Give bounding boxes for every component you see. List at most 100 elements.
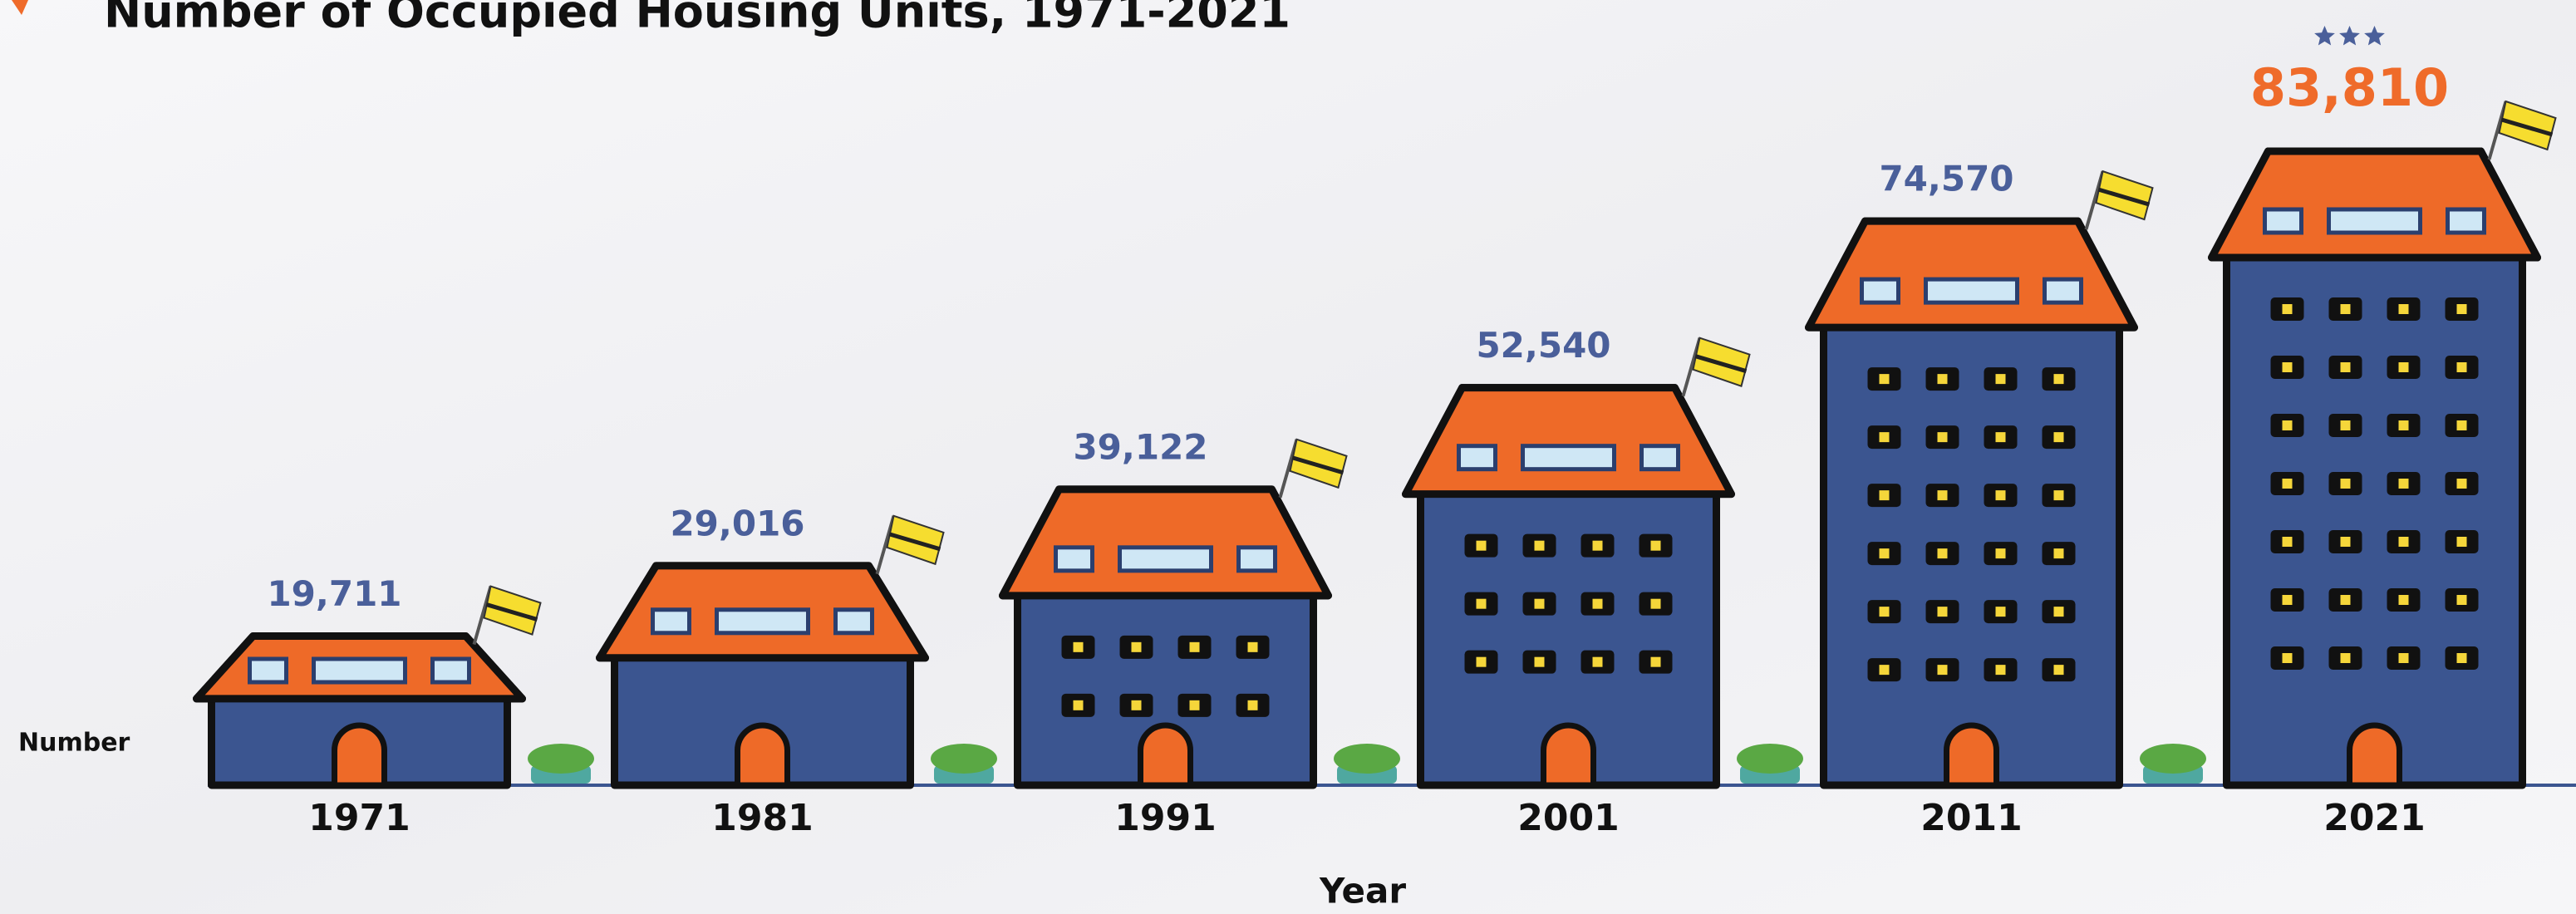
value-label: 83,810 (2250, 57, 2449, 118)
window-light (2340, 595, 2351, 605)
window-light (1131, 641, 1142, 652)
window-light (1879, 374, 1890, 385)
window-light (1995, 490, 2006, 501)
window-light (2282, 362, 2293, 372)
window-light (1937, 607, 1948, 617)
window-light (1247, 641, 1258, 652)
window-light (1937, 432, 1948, 443)
door (332, 722, 387, 789)
window-light (2456, 653, 2467, 663)
window-light (2398, 595, 2409, 605)
roof-window (651, 607, 691, 636)
window-light (2053, 374, 2064, 385)
window-light (1879, 607, 1890, 617)
roof-window (2327, 207, 2422, 235)
window-light (1879, 432, 1890, 443)
window-light (2340, 362, 2351, 372)
x-tick-label: 2001 (1517, 797, 1619, 839)
window-light (1650, 540, 1661, 551)
window-light (2398, 537, 2409, 547)
roof-window (715, 607, 810, 636)
window-light (1476, 656, 1487, 667)
roof-window (430, 656, 471, 685)
roof-window (1521, 444, 1616, 472)
window-light (2456, 595, 2467, 605)
window-light (2282, 420, 2293, 430)
door (1541, 722, 1596, 789)
bush (1737, 744, 1803, 774)
roof (1805, 217, 2138, 332)
window-light (2282, 595, 2293, 605)
window-light (2282, 479, 2293, 489)
window-light (2456, 304, 2467, 314)
x-tick-label: 1981 (711, 797, 813, 839)
door (1138, 722, 1193, 789)
roof-window (2043, 277, 2083, 305)
window-light (1189, 641, 1200, 652)
roof-window (2263, 207, 2303, 235)
window-light (2398, 479, 2409, 489)
window-light (2398, 420, 2409, 430)
x-tick-label: 1971 (308, 797, 410, 839)
window-light (1937, 548, 1948, 559)
window-light (2340, 304, 2351, 314)
window-light (2456, 420, 2467, 430)
window-light (1131, 700, 1142, 710)
title-icon (12, 0, 28, 15)
window-light (1476, 540, 1487, 551)
window-light (1650, 598, 1661, 609)
window-light (1534, 656, 1545, 667)
window-light (1534, 598, 1545, 609)
roof-window (2446, 207, 2486, 235)
flag-stripe (2500, 117, 2554, 137)
roof (1402, 384, 1735, 499)
star (2314, 26, 2335, 46)
roof-window (1457, 444, 1497, 472)
window-light (1879, 665, 1890, 676)
roof-window (1118, 545, 1213, 573)
window-light (1592, 598, 1603, 609)
window-light (1995, 548, 2006, 559)
window-light (2282, 537, 2293, 547)
window-light (1592, 540, 1603, 551)
window-light (1189, 700, 1200, 710)
roof-window (1236, 545, 1277, 573)
roof-window (1924, 277, 2019, 305)
roof-window (312, 656, 407, 685)
chart-title: Number of Occupied Housing Units, 1971-2… (104, 0, 1290, 38)
bush (2140, 744, 2206, 774)
roof (999, 485, 1332, 600)
flag-stripe (1291, 455, 1345, 475)
window-light (1879, 490, 1890, 501)
window-light (2340, 420, 2351, 430)
window-light (1073, 641, 1084, 652)
roof-window (833, 607, 874, 636)
window-light (1476, 598, 1487, 609)
star (2339, 26, 2360, 46)
flag-stripe (888, 532, 941, 552)
window-light (1534, 540, 1545, 551)
window-light (1995, 607, 2006, 617)
x-axis-label: Year (1319, 871, 1406, 912)
window-light (1592, 656, 1603, 667)
value-label: 29,016 (670, 503, 804, 543)
window-light (2053, 548, 2064, 559)
window-light (2456, 479, 2467, 489)
window-light (1995, 374, 2006, 385)
x-tick-label: 2011 (1920, 797, 2022, 839)
window-light (1937, 374, 1948, 385)
window-light (1995, 432, 2006, 443)
window-light (2456, 537, 2467, 547)
window-light (1937, 490, 1948, 501)
value-label: 39,122 (1073, 426, 1207, 467)
x-tick-label: 1991 (1114, 797, 1216, 839)
window-light (1650, 656, 1661, 667)
window-light (2398, 362, 2409, 372)
window-light (2053, 432, 2064, 443)
window-light (2340, 479, 2351, 489)
roof (2208, 147, 2541, 262)
bush (1334, 744, 1400, 774)
door (735, 722, 790, 789)
window-light (1937, 665, 1948, 676)
window-light (1879, 548, 1890, 559)
